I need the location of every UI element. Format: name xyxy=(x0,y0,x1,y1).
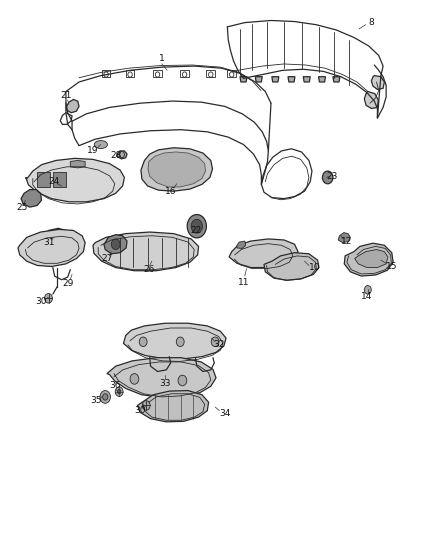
Text: 30: 30 xyxy=(35,297,47,306)
Circle shape xyxy=(176,337,184,346)
Polygon shape xyxy=(343,243,392,276)
Text: 30: 30 xyxy=(134,406,145,415)
Polygon shape xyxy=(18,229,85,266)
Polygon shape xyxy=(337,232,350,243)
Text: 15: 15 xyxy=(385,262,397,271)
Text: 36: 36 xyxy=(109,381,120,390)
Circle shape xyxy=(139,337,147,346)
Text: 31: 31 xyxy=(43,238,55,247)
Polygon shape xyxy=(254,77,261,82)
Text: 29: 29 xyxy=(62,279,73,288)
Circle shape xyxy=(115,387,123,397)
Text: 34: 34 xyxy=(219,409,230,418)
Polygon shape xyxy=(26,158,124,202)
Polygon shape xyxy=(364,92,378,109)
Ellipse shape xyxy=(94,141,107,149)
Circle shape xyxy=(45,294,52,303)
Polygon shape xyxy=(240,77,247,82)
Text: 21: 21 xyxy=(60,91,71,100)
Polygon shape xyxy=(104,235,127,254)
Polygon shape xyxy=(332,77,339,82)
Circle shape xyxy=(111,239,120,249)
Text: 35: 35 xyxy=(91,395,102,405)
Text: 33: 33 xyxy=(159,378,170,387)
Text: 14: 14 xyxy=(360,292,372,301)
Circle shape xyxy=(142,401,150,410)
Text: 28: 28 xyxy=(110,151,121,160)
Polygon shape xyxy=(93,232,198,271)
Circle shape xyxy=(102,394,108,400)
Polygon shape xyxy=(354,249,387,268)
Polygon shape xyxy=(263,253,318,280)
Text: 27: 27 xyxy=(101,254,113,263)
Text: 26: 26 xyxy=(143,265,154,273)
Text: 8: 8 xyxy=(367,18,373,27)
Text: 25: 25 xyxy=(17,203,28,212)
Text: 12: 12 xyxy=(340,237,352,246)
Circle shape xyxy=(178,375,186,386)
Polygon shape xyxy=(21,190,42,207)
Text: 1: 1 xyxy=(159,54,164,63)
Polygon shape xyxy=(107,358,215,398)
Text: 19: 19 xyxy=(87,147,99,156)
Text: 22: 22 xyxy=(190,226,201,235)
Polygon shape xyxy=(229,239,297,268)
Polygon shape xyxy=(44,228,69,243)
Text: 24: 24 xyxy=(48,177,59,186)
Polygon shape xyxy=(271,77,278,82)
Circle shape xyxy=(117,390,120,394)
Circle shape xyxy=(52,230,60,241)
Circle shape xyxy=(364,286,371,294)
Polygon shape xyxy=(66,100,79,113)
Polygon shape xyxy=(117,151,127,159)
Polygon shape xyxy=(303,77,310,82)
Text: 10: 10 xyxy=(308,263,320,272)
Text: 11: 11 xyxy=(237,278,249,287)
Polygon shape xyxy=(53,172,66,187)
Polygon shape xyxy=(37,172,50,187)
Circle shape xyxy=(211,337,219,346)
Polygon shape xyxy=(318,77,325,82)
Text: 23: 23 xyxy=(325,172,337,181)
Polygon shape xyxy=(371,76,384,90)
Polygon shape xyxy=(237,241,245,248)
Polygon shape xyxy=(123,323,226,359)
Polygon shape xyxy=(137,391,208,422)
Text: 32: 32 xyxy=(212,341,224,350)
Text: 16: 16 xyxy=(165,187,176,196)
Circle shape xyxy=(187,215,206,238)
Polygon shape xyxy=(287,77,294,82)
Polygon shape xyxy=(70,160,85,168)
Circle shape xyxy=(100,391,110,403)
Circle shape xyxy=(130,374,138,384)
Circle shape xyxy=(191,219,202,233)
Polygon shape xyxy=(148,152,205,187)
Circle shape xyxy=(322,171,332,184)
Polygon shape xyxy=(141,148,212,191)
